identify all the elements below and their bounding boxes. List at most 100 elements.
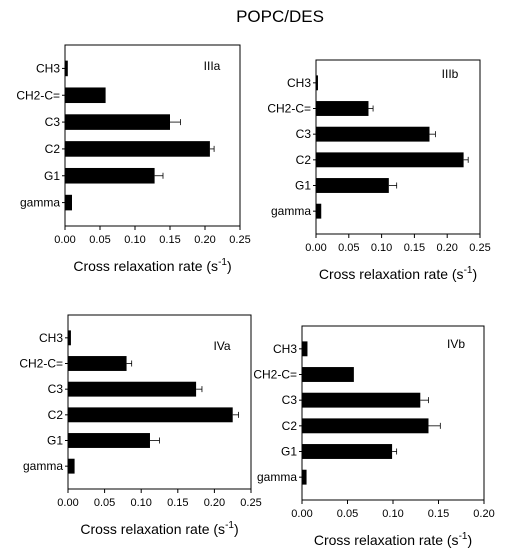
category-label: gamma [20, 196, 60, 210]
x-tick-label: 0.20 [194, 234, 215, 246]
category-label: gamma [23, 459, 63, 473]
category-label: CH3 [36, 61, 60, 75]
x-axis-label-superscript: -1 [464, 265, 473, 276]
bar-g1 [65, 167, 155, 184]
category-label: C2 [282, 419, 298, 433]
x-tick-label: 0.25 [229, 234, 250, 246]
bar-c3 [68, 381, 197, 397]
x-axis-label-main: Cross relaxation rate (s [73, 258, 218, 274]
x-tick-label: 0.00 [291, 508, 312, 520]
x-axis-label-main: Cross relaxation rate (s [314, 532, 459, 548]
plot-frame [64, 44, 241, 227]
bar-c3 [65, 114, 170, 130]
x-axis-label: Cross relaxation rate (s-1) [319, 265, 477, 282]
bar-gamma [65, 194, 72, 211]
bar-ch3 [68, 330, 71, 346]
panel-label: IIIb [442, 67, 459, 81]
category-label: G1 [47, 434, 63, 448]
category-label: C3 [48, 382, 64, 396]
x-axis-label-superscript: -1 [459, 531, 468, 542]
bar-ch3 [302, 341, 308, 357]
category-label: C3 [45, 115, 61, 129]
x-tick-label: 0.05 [94, 497, 115, 509]
bar-gamma [316, 203, 322, 219]
bar-ch2-c- [65, 87, 106, 104]
panel-label: IIIa [204, 59, 221, 73]
bar-g1 [302, 444, 393, 459]
x-tick-label: 0.05 [337, 508, 358, 520]
x-tick-label: 0.05 [338, 242, 359, 254]
x-tick-label: 0.10 [382, 508, 403, 520]
bar-g1 [68, 433, 150, 448]
x-axis-label-main: Cross relaxation rate (s [319, 266, 464, 282]
x-axis-label-main: Cross relaxation rate (s [80, 521, 225, 537]
category-label: C2 [48, 408, 64, 422]
category-label: G1 [295, 179, 311, 193]
bar-gamma [68, 458, 75, 474]
x-tick-label: 0.00 [57, 497, 78, 509]
bar-ch2-c- [302, 367, 354, 382]
panel-3: IVb CH3 CH2-C= C3 C2 G1 gamma 0.00 0.05 0.10 0.15 0… [253, 325, 495, 548]
bar-c2 [302, 418, 429, 434]
category-label: C2 [45, 142, 61, 156]
category-label: CH3 [39, 331, 63, 345]
category-label: gamma [257, 470, 297, 484]
x-axis-label-superscript: -1 [225, 520, 234, 531]
figure-title: POPC/DES [236, 7, 324, 26]
x-tick-label: 0.10 [130, 497, 151, 509]
bar-gamma [302, 469, 307, 485]
panel-0: IIIa CH3 CH2-C= C3 C2 G1 gamma 0.00 0.05 0.10 0.15… [16, 44, 251, 274]
category-label: C3 [296, 127, 312, 141]
x-tick-label: 0.15 [159, 234, 180, 246]
x-axis-label: Cross relaxation rate (s-1) [80, 520, 238, 537]
plot-frame [315, 59, 481, 235]
x-axis-label-end: ) [472, 266, 477, 282]
category-label: CH2-C= [253, 368, 297, 382]
bar-c3 [302, 392, 421, 408]
bar-ch3 [316, 75, 318, 91]
x-tick-label: 0.15 [428, 508, 449, 520]
category-label: G1 [44, 169, 60, 183]
panel-label: IVb [447, 337, 465, 351]
plot-frame [301, 325, 485, 501]
category-label: CH2-C= [267, 102, 311, 116]
x-tick-label: 0.10 [371, 242, 392, 254]
panel-2: IVa CH3 CH2-C= C3 C2 G1 gamma 0.00 0.05 0.10 0.15 0… [19, 314, 262, 537]
category-label: gamma [271, 204, 311, 218]
x-tick-label: 0.00 [54, 234, 75, 246]
panel-1: IIIb CH3 CH2-C= C3 C2 G1 gamma 0.00 0.05 0.10 0.15… [267, 59, 491, 282]
plot-frame [67, 314, 252, 490]
category-label: CH3 [287, 76, 311, 90]
panel-label: IVa [213, 339, 230, 353]
bar-c2 [316, 152, 464, 168]
bar-ch2-c- [68, 356, 127, 371]
bar-c3 [316, 126, 430, 142]
category-label: CH2-C= [16, 88, 60, 102]
x-tick-label: 0.20 [204, 497, 225, 509]
x-axis-label: Cross relaxation rate (s-1) [73, 257, 231, 274]
x-tick-label: 0.25 [469, 242, 490, 254]
panels: IIIa CH3 CH2-C= C3 C2 G1 gamma 0.00 0.05 0.10 0.15… [16, 44, 495, 548]
bar-g1 [316, 178, 389, 193]
x-tick-label: 0.20 [436, 242, 457, 254]
x-axis-label-superscript: -1 [218, 257, 227, 268]
x-tick-label: 0.25 [240, 497, 261, 509]
x-tick-label: 0.20 [473, 508, 494, 520]
x-tick-label: 0.10 [124, 234, 145, 246]
x-axis-label: Cross relaxation rate (s-1) [314, 531, 472, 548]
bar-ch3 [65, 60, 68, 77]
bar-c2 [65, 141, 210, 157]
bar-ch2-c- [316, 101, 369, 116]
x-tick-label: 0.05 [89, 234, 110, 246]
x-axis-label-end: ) [234, 521, 239, 537]
x-tick-label: 0.15 [404, 242, 425, 254]
x-tick-label: 0.00 [305, 242, 326, 254]
category-label: CH3 [273, 342, 297, 356]
bar-c2 [68, 407, 233, 423]
x-axis-label-end: ) [467, 532, 472, 548]
x-tick-label: 0.15 [167, 497, 188, 509]
x-axis-label-end: ) [227, 258, 232, 274]
category-label: CH2-C= [19, 357, 63, 371]
category-label: C3 [282, 393, 298, 407]
